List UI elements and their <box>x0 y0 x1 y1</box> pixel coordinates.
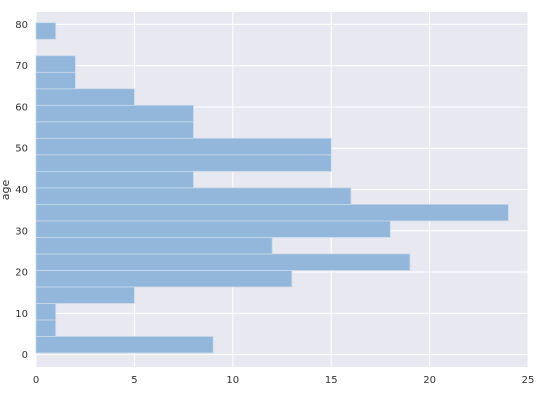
histogram-bar <box>35 319 57 337</box>
histogram-bar <box>35 170 194 189</box>
x-tick-label: 25 <box>522 375 535 386</box>
x-tick-label: 20 <box>423 375 436 386</box>
y-tick-label: 0 <box>22 350 28 361</box>
y-tick-label: 70 <box>15 61 28 72</box>
histogram-bar <box>35 121 194 139</box>
histogram-bar <box>35 303 57 321</box>
x-tick-label: 15 <box>325 375 338 386</box>
x-tick-label: 10 <box>226 375 239 386</box>
histogram-bar <box>35 137 332 156</box>
y-tick-label: 30 <box>15 226 28 237</box>
histogram-bar <box>35 336 214 354</box>
histogram-bar <box>35 22 57 40</box>
histogram-bar <box>35 71 76 90</box>
histogram-bar <box>35 270 293 288</box>
histogram-bar <box>35 220 391 238</box>
bar-series <box>35 22 509 354</box>
y-axis-label: age <box>0 180 12 201</box>
y-tick-label: 50 <box>15 144 28 155</box>
x-axis-ticks: 0 5 10 15 20 25 <box>33 375 535 386</box>
y-tick-label: 20 <box>15 268 28 279</box>
x-tick-label: 5 <box>131 375 137 386</box>
histogram-bar <box>35 253 411 271</box>
y-tick-label: 10 <box>15 309 28 320</box>
y-axis-ticks: 0 10 20 30 40 50 60 70 80 <box>15 20 28 361</box>
histogram-bar <box>35 88 135 106</box>
y-tick-label: 60 <box>15 102 28 113</box>
y-tick-label: 40 <box>15 185 28 196</box>
histogram-bar <box>35 104 194 123</box>
histogram-bar <box>35 203 509 222</box>
y-tick-label: 80 <box>15 20 28 31</box>
histogram-bar <box>35 55 76 73</box>
histogram-bar <box>35 154 332 172</box>
histogram-bar <box>35 286 135 304</box>
histogram-bar <box>35 236 273 255</box>
x-tick-label: 0 <box>33 375 39 386</box>
histogram-bar <box>35 187 352 205</box>
